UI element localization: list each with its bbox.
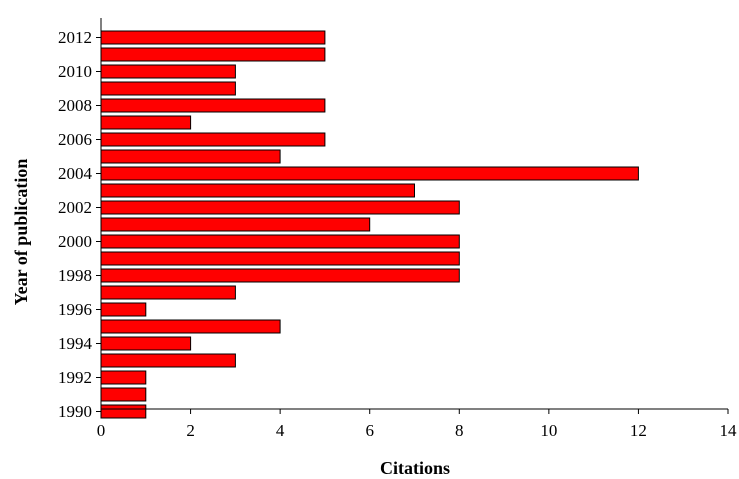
- y-tick-label-2010: 2010: [58, 62, 92, 81]
- bar-1997: [100, 285, 236, 300]
- bar-2000: [100, 234, 460, 249]
- bar-2010: [100, 64, 236, 79]
- x-tick-label-14: 14: [720, 421, 738, 440]
- bar-2001: [100, 217, 371, 232]
- y-tick-label-1998: 1998: [58, 266, 92, 285]
- y-tick-label-2004: 2004: [58, 164, 93, 183]
- bar-2002: [100, 200, 460, 215]
- bar-1993: [100, 353, 236, 368]
- bar-1996: [100, 302, 147, 317]
- bar-1999: [100, 251, 460, 266]
- bar-2007: [100, 115, 192, 130]
- bar-2009: [100, 81, 236, 96]
- y-tick-label-2002: 2002: [58, 198, 92, 217]
- bar-1990: [100, 404, 147, 419]
- x-tick-label-2: 2: [186, 421, 195, 440]
- bar-2004: [100, 166, 639, 181]
- x-axis-title: Citations: [380, 458, 450, 478]
- y-tick-label-1992: 1992: [58, 368, 92, 387]
- bar-2005: [100, 149, 281, 164]
- y-axis-title: Year of publication: [11, 159, 31, 306]
- x-tick-label-10: 10: [540, 421, 557, 440]
- y-tick-label-2006: 2006: [58, 130, 92, 149]
- x-tick-label-4: 4: [276, 421, 285, 440]
- bar-1995: [100, 319, 281, 334]
- bar-2006: [100, 132, 326, 147]
- y-tick-label-1990: 1990: [58, 402, 92, 421]
- y-tick-label-2000: 2000: [58, 232, 92, 251]
- x-tick-label-6: 6: [365, 421, 374, 440]
- y-tick-label-1994: 1994: [58, 334, 93, 353]
- ticks-layer: 0 2 4 6 8 10 12 14 1990 1992 1994 1996 1998 2000 2002 2…: [58, 28, 737, 440]
- x-tick-label-0: 0: [97, 421, 106, 440]
- bar-2012: [100, 30, 326, 45]
- bar-1998: [100, 268, 460, 283]
- y-tick-label-2008: 2008: [58, 96, 92, 115]
- bars-layer: [100, 30, 639, 419]
- y-tick-label-2012: 2012: [58, 28, 92, 47]
- bar-2008: [100, 98, 326, 113]
- bar-2011: [100, 47, 326, 62]
- x-tick-label-12: 12: [630, 421, 647, 440]
- bar-1992: [100, 370, 147, 385]
- y-tick-label-1996: 1996: [58, 300, 92, 319]
- bar-1991: [100, 387, 147, 402]
- bar-1994: [100, 336, 192, 351]
- x-tick-label-8: 8: [455, 421, 464, 440]
- bar-2003: [100, 183, 415, 198]
